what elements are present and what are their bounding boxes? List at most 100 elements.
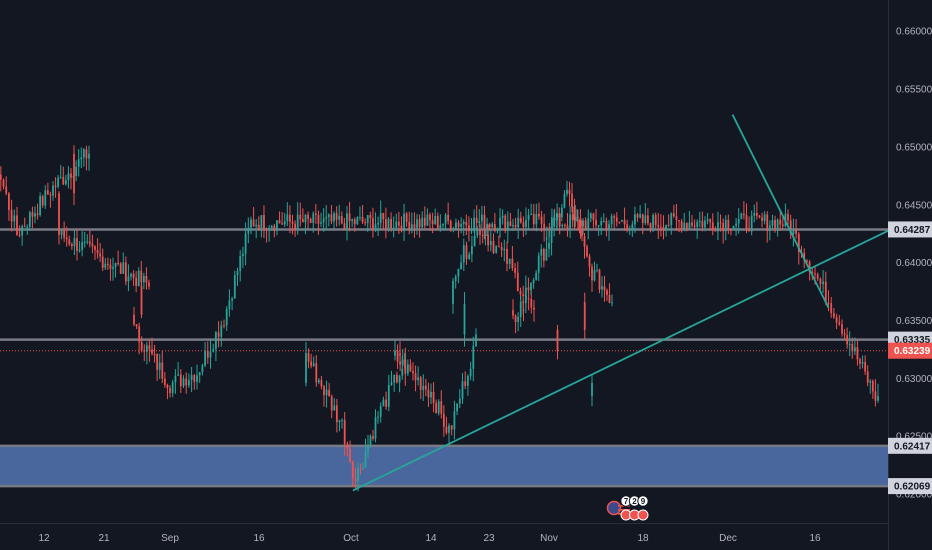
- candle: [475, 205, 478, 229]
- candle: [393, 374, 396, 392]
- candle-body: [39, 196, 42, 216]
- candle: [462, 219, 465, 236]
- candle-body: [156, 354, 159, 370]
- candle: [558, 207, 561, 227]
- candle: [457, 220, 460, 238]
- candle-body: [444, 214, 447, 224]
- candle-body: [737, 219, 740, 224]
- candle: [591, 263, 593, 292]
- candle-body: [563, 194, 566, 208]
- candle-body: [506, 221, 509, 231]
- candle: [366, 214, 369, 232]
- candle-body: [719, 222, 722, 224]
- candle: [382, 212, 385, 231]
- candle: [763, 211, 766, 225]
- candle: [672, 204, 675, 218]
- candle: [346, 205, 348, 241]
- candle: [504, 213, 507, 234]
- candle: [424, 378, 427, 397]
- candle-body: [384, 219, 387, 229]
- candle: [427, 382, 430, 407]
- candle-body: [166, 384, 169, 389]
- candle-body: [357, 468, 359, 482]
- candle-body: [135, 277, 138, 286]
- candle: [512, 218, 514, 231]
- candle-body: [77, 159, 80, 167]
- candle: [533, 300, 535, 322]
- candle: [82, 148, 85, 167]
- channel-lower-line[interactable]: [352, 228, 892, 492]
- candle: [571, 206, 574, 228]
- candle-body: [374, 417, 377, 439]
- candle: [431, 212, 434, 234]
- candle-body: [289, 214, 291, 222]
- candle: [537, 252, 540, 282]
- candle-body: [377, 416, 379, 418]
- candle-body: [317, 215, 320, 224]
- candle: [94, 245, 96, 260]
- candle-body: [601, 286, 603, 290]
- candle-body: [672, 213, 675, 217]
- level-price-label-bg: [888, 221, 932, 238]
- candle: [448, 423, 450, 443]
- candle: [631, 220, 634, 237]
- candle: [755, 201, 758, 220]
- support-zone[interactable]: [0, 445, 888, 487]
- candle-body: [688, 222, 691, 229]
- candle-body: [436, 216, 439, 229]
- candle-body: [63, 228, 66, 238]
- candle-body: [2, 179, 5, 187]
- candle-body: [432, 391, 435, 404]
- candle: [161, 350, 164, 384]
- candle: [117, 250, 120, 266]
- candle: [104, 258, 107, 271]
- candle: [866, 365, 869, 387]
- candle-body: [231, 298, 233, 301]
- candle: [540, 244, 543, 268]
- candle-body: [416, 219, 418, 229]
- candle: [489, 229, 492, 252]
- candle-body: [78, 249, 81, 251]
- candle-body: [362, 467, 364, 470]
- candle: [367, 434, 369, 459]
- candle-body: [763, 214, 766, 221]
- candle-body: [379, 406, 382, 417]
- candle: [447, 202, 450, 225]
- candle-body: [114, 263, 117, 267]
- candle: [516, 261, 519, 292]
- candle-body: [137, 270, 140, 286]
- candle-body: [602, 220, 605, 222]
- candle: [416, 214, 418, 235]
- candle-body: [138, 326, 141, 342]
- candle-body: [456, 403, 458, 412]
- candle: [522, 216, 525, 238]
- channel-upper-line[interactable]: [731, 114, 830, 309]
- candle-body: [611, 302, 613, 304]
- candle: [398, 374, 401, 393]
- candle: [286, 202, 289, 227]
- candle: [454, 274, 457, 289]
- candle-body: [16, 215, 18, 235]
- candle-body: [846, 334, 849, 345]
- candle-body: [824, 281, 827, 303]
- candle-body: [356, 217, 359, 225]
- candle-body: [499, 217, 501, 230]
- candle: [792, 218, 795, 247]
- candle-body: [301, 219, 304, 223]
- candle: [62, 166, 65, 186]
- candle-body: [735, 223, 738, 226]
- candle: [548, 231, 550, 258]
- candle-body: [361, 216, 364, 223]
- candle-body: [148, 345, 151, 350]
- candle-body: [442, 223, 444, 226]
- candle-body: [462, 221, 465, 224]
- candle: [406, 359, 409, 377]
- candle: [675, 203, 678, 231]
- candle-body: [242, 253, 244, 257]
- candle: [289, 205, 291, 234]
- candle-body: [613, 216, 616, 218]
- candle: [634, 206, 636, 233]
